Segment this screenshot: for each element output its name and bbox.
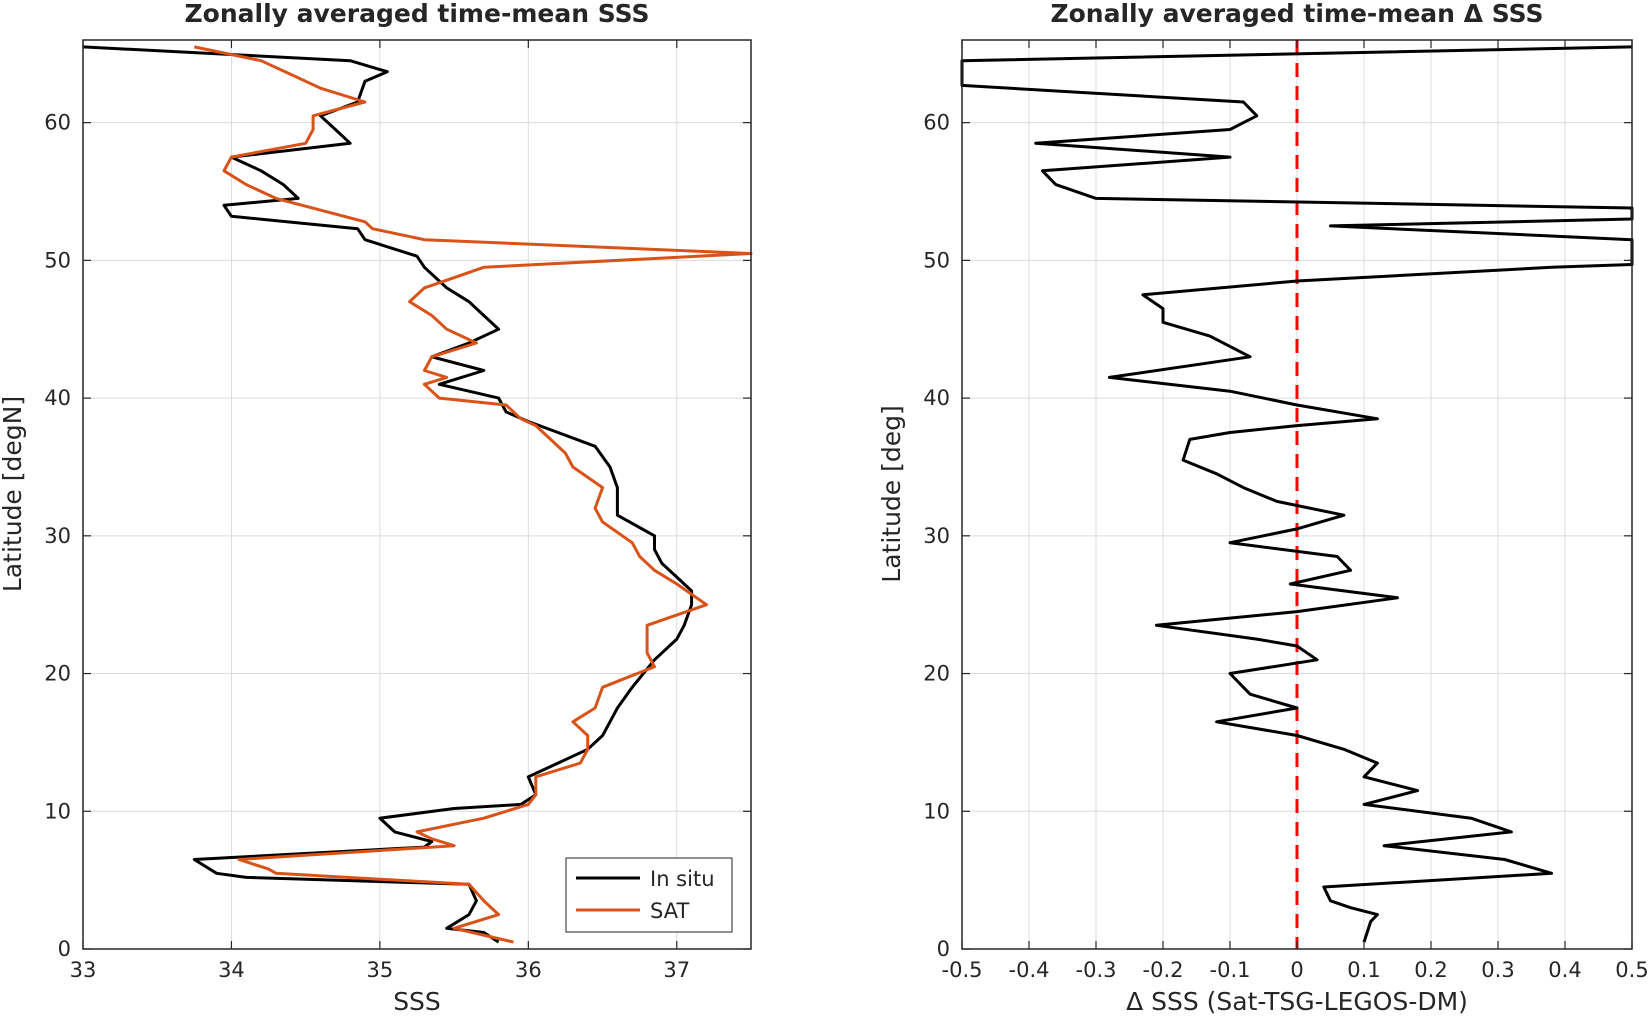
y-tick-label: 60 (923, 111, 950, 135)
x-tick-label: 0.3 (1481, 958, 1514, 982)
y-tick-label: 40 (44, 386, 71, 410)
x-tick-label: 0.5 (1615, 958, 1648, 982)
x-tick-label: -0.3 (1076, 958, 1117, 982)
y-tick-label: 0 (58, 937, 71, 961)
x-tick-label: 0.2 (1414, 958, 1447, 982)
x-tick-label: 0 (1290, 958, 1303, 982)
x-tick-label: 0.4 (1548, 958, 1581, 982)
legend-label-sat: SAT (650, 899, 689, 923)
x-tick-label: 37 (663, 958, 690, 982)
x-tick-label: 0.1 (1347, 958, 1380, 982)
y-tick-label: 0 (937, 937, 950, 961)
legend: In situ SAT (565, 857, 733, 933)
left-chart: Zonally averaged time-mean SSS 33 34 35 36 3… (0, 0, 753, 1016)
x-tick-label: -0.5 (942, 958, 983, 982)
left-x-axis-label: SSS (393, 987, 441, 1016)
right-chart: Zonally averaged time-mean Δ SSS -0.5 -0.… (877, 0, 1649, 1016)
x-tick-label: 36 (515, 958, 542, 982)
left-y-axis-label: Latitude [degN] (0, 396, 27, 592)
left-chart-title: Zonally averaged time-mean SSS (185, 0, 650, 28)
x-tick-label: -0.2 (1143, 958, 1184, 982)
y-tick-label: 20 (923, 662, 950, 686)
right-x-axis-label: Δ SSS (Sat-TSG-LEGOS-DM) (1126, 987, 1468, 1016)
left-lines (82, 45, 753, 944)
left-ticks: 33 34 35 36 37 0 10 20 30 40 50 60 (44, 40, 751, 982)
x-tick-label: -0.4 (1009, 958, 1050, 982)
y-tick-label: 50 (923, 248, 950, 272)
y-tick-label: 10 (44, 799, 71, 823)
legend-box (565, 857, 733, 933)
y-tick-label: 30 (923, 524, 950, 548)
x-tick-label: 34 (218, 958, 245, 982)
y-tick-label: 40 (923, 386, 950, 410)
y-tick-label: 10 (923, 799, 950, 823)
legend-label-in-situ: In situ (650, 867, 715, 891)
x-tick-label: 33 (70, 958, 97, 982)
y-tick-label: 30 (44, 524, 71, 548)
x-tick-label: 35 (367, 958, 394, 982)
left-plot-border (82, 39, 752, 950)
right-y-axis-label: Latitude [deg] (877, 405, 906, 582)
series-line-sat (193, 45, 753, 944)
y-tick-label: 50 (44, 248, 71, 272)
y-tick-label: 60 (44, 111, 71, 135)
right-chart-title: Zonally averaged time-mean Δ SSS (1051, 0, 1544, 28)
y-tick-label: 20 (44, 662, 71, 686)
x-tick-label: -0.1 (1210, 958, 1251, 982)
right-ticks: -0.5 -0.4 -0.3 -0.2 -0.1 0 0.1 0.2 0.3 0.4 0.5 0 10 2… (923, 40, 1649, 982)
left-plot-area (83, 40, 751, 949)
